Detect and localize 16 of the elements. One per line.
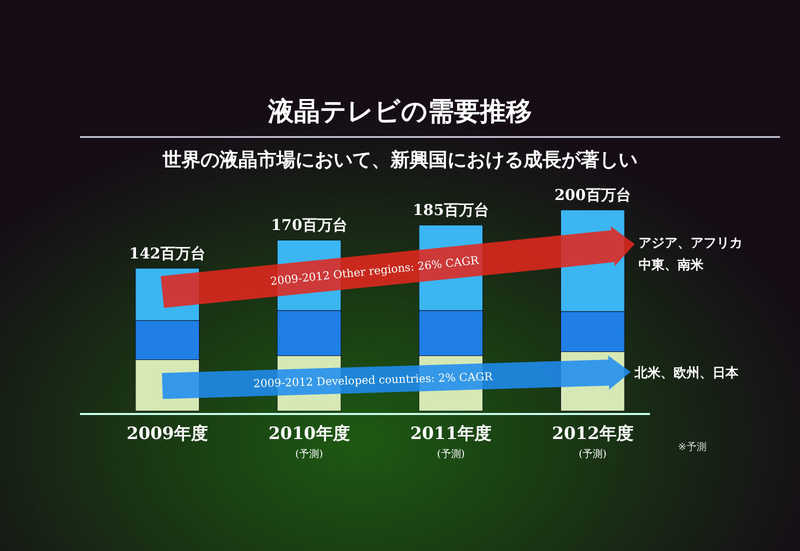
text: ※予測 [678,441,706,453]
annotation: 2009-2012 Other regions: 26% CAGR [270,254,480,288]
annotation: 142百万台 [129,244,206,262]
annotation: 170百万台 [270,216,348,234]
chart-subtitle: 世界の液晶市場において、新興国における成長が著しい [162,149,638,171]
x-tick-label: 2010年度 (予測) [268,424,350,460]
annotation: 北米、欧州、日本 [634,366,740,381]
annotation: アジア、アフリカ [638,236,743,251]
annotation: 2009-2012 Developed countries: 2% CAGR [253,370,494,390]
chart-title: 液晶テレビの需要推移 [267,97,532,127]
annotation: 200百万台 [554,186,631,204]
x-tick-label: 2012年度 (予測) [552,424,634,460]
x-tick-label: 2009年度 [126,424,208,444]
annotation: 185百万台 [412,201,490,220]
annotation: 中東、南米 [638,258,705,273]
x-tick-label: 2011年度 (予測) [410,424,492,460]
